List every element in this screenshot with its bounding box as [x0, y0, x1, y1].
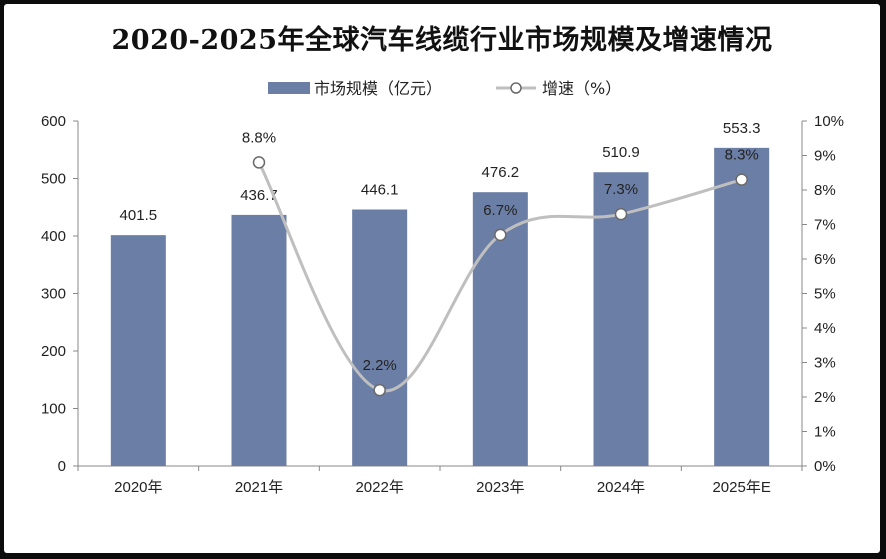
y-left-tick-label: 200 [41, 343, 66, 360]
x-tick-label: 2023年 [476, 479, 524, 496]
y-right-tick-label: 2% [814, 389, 836, 406]
x-tick-label: 2024年 [597, 479, 645, 496]
x-tick-label: 2021年 [235, 479, 283, 496]
growth-point [614, 207, 628, 221]
growth-point [252, 156, 266, 169]
bar-data-label: 401.5 [120, 207, 158, 224]
growth-point [735, 173, 748, 186]
y-right-tick-label: 1% [814, 424, 836, 441]
legend-line-marker [510, 82, 522, 94]
growth-data-label: 8.3% [725, 147, 759, 164]
legend-line-label: 增速（%） [542, 79, 621, 98]
legend-bar-swatch [268, 82, 310, 94]
bar-data-label: 436.7 [240, 187, 278, 204]
growth-data-label: 7.3% [604, 181, 638, 198]
growth-line [257, 161, 743, 393]
chart-panel: 2020-2025年全球汽车线缆行业市场规模及增速情况 0 100 200 300 40… [4, 4, 880, 553]
y-right-tick-label: 5% [814, 286, 836, 303]
x-tick-label: 2025年E [712, 479, 770, 496]
y-left-tick-label: 0 [58, 458, 66, 475]
y-right-tick-label: 3% [814, 355, 836, 372]
bar [714, 147, 770, 467]
bar [352, 209, 408, 466]
x-tick-label: 2020年 [114, 479, 162, 496]
growth-data-label: 2.2% [363, 357, 397, 374]
growth-data-label: 6.7% [483, 202, 517, 219]
chart-title: 2020-2025年全球汽车线缆行业市场规模及增速情况 [111, 25, 773, 56]
combo-chart: 0 100 200 300 400 500 600 0% 1% 2% 3% 4% 5% 6% 7% 8% 9% 1… [41, 79, 844, 496]
bar-data-label: 476.2 [482, 164, 520, 181]
y-left-tick-label: 300 [41, 286, 66, 303]
y-right-tick-label: 9% [814, 148, 836, 165]
y-right-tick-label: 4% [814, 320, 836, 337]
bar [110, 235, 166, 466]
y-left-tick-label: 100 [41, 401, 66, 418]
y-left-tick-label: 600 [41, 113, 66, 130]
growth-data-label: 8.8% [242, 129, 276, 146]
bar-data-label: 553.3 [723, 120, 761, 137]
x-tick-label: 2022年 [355, 479, 403, 496]
y-right-tick-label: 0% [814, 458, 836, 475]
y-right-tick-label: 6% [814, 251, 836, 268]
bar [231, 214, 287, 466]
bar-data-label: 446.1 [361, 181, 399, 198]
y-right-tick-label: 8% [814, 182, 836, 199]
y-right-tick-label: 7% [814, 217, 836, 234]
y-left-tick-label: 500 [41, 171, 66, 188]
legend-bar-label: 市场规模（亿元） [314, 79, 442, 98]
growth-point [373, 383, 386, 397]
y-right-tick-label: 10% [814, 113, 844, 130]
bar [593, 172, 649, 467]
growth-point [494, 228, 507, 242]
bar-data-label: 510.9 [602, 144, 640, 161]
y-left-tick-label: 400 [41, 228, 66, 245]
